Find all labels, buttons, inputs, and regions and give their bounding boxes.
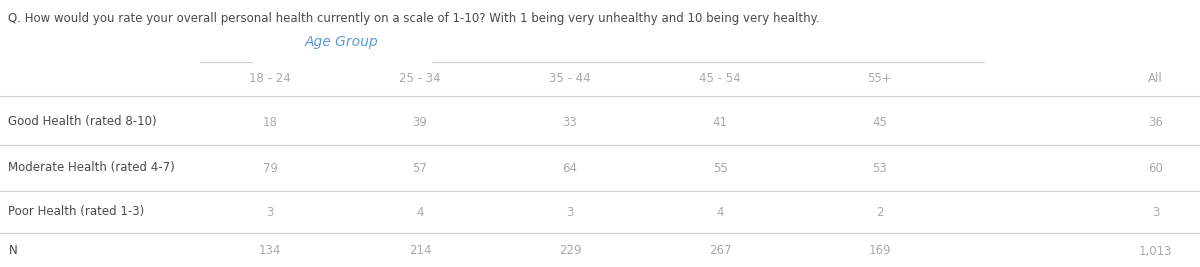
Text: 57: 57 — [413, 162, 427, 175]
Text: 64: 64 — [563, 162, 577, 175]
Text: 18: 18 — [263, 116, 277, 128]
Text: 18 - 24: 18 - 24 — [250, 72, 290, 84]
Text: Age Group: Age Group — [305, 35, 379, 49]
Text: 35 - 44: 35 - 44 — [550, 72, 590, 84]
Text: 3: 3 — [566, 206, 574, 218]
Text: 2: 2 — [876, 206, 883, 218]
Text: 134: 134 — [259, 245, 281, 257]
Text: 33: 33 — [563, 116, 577, 128]
Text: 79: 79 — [263, 162, 277, 175]
Text: Poor Health (rated 1-3): Poor Health (rated 1-3) — [8, 206, 145, 218]
Text: 41: 41 — [713, 116, 727, 128]
Text: Moderate Health (rated 4-7): Moderate Health (rated 4-7) — [8, 162, 175, 175]
Text: 60: 60 — [1148, 162, 1163, 175]
Text: N: N — [8, 245, 17, 257]
Text: 4: 4 — [416, 206, 424, 218]
Text: 45: 45 — [872, 116, 887, 128]
Text: 45 - 54: 45 - 54 — [700, 72, 740, 84]
Text: 3: 3 — [266, 206, 274, 218]
Text: 4: 4 — [716, 206, 724, 218]
Text: 1,013: 1,013 — [1139, 245, 1172, 257]
Text: Good Health (rated 8-10): Good Health (rated 8-10) — [8, 116, 157, 128]
Text: 214: 214 — [409, 245, 431, 257]
Text: 229: 229 — [559, 245, 581, 257]
Text: Q. How would you rate your overall personal health currently on a scale of 1-10?: Q. How would you rate your overall perso… — [8, 12, 820, 25]
Text: 39: 39 — [413, 116, 427, 128]
Text: 267: 267 — [709, 245, 731, 257]
Text: 53: 53 — [872, 162, 887, 175]
Text: 25 - 34: 25 - 34 — [400, 72, 440, 84]
Text: 55: 55 — [713, 162, 727, 175]
Text: 169: 169 — [869, 245, 890, 257]
Text: 3: 3 — [1152, 206, 1159, 218]
Text: All: All — [1148, 72, 1163, 84]
Text: 36: 36 — [1148, 116, 1163, 128]
Text: 55+: 55+ — [868, 72, 892, 84]
